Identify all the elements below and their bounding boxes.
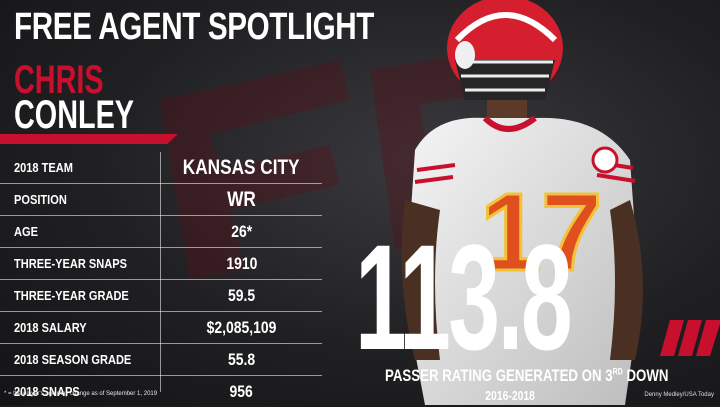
stat-label: AGE (14, 224, 38, 239)
stat-label: THREE-YEAR SNAPS (14, 256, 127, 271)
photo-credit: Denny Medley/USA Today (644, 392, 714, 398)
player-photo-icon: 17 (401, 0, 643, 405)
table-row: 2018 TEAM KANSAS CITY (0, 152, 322, 184)
stat-value: 55.8 (227, 349, 256, 369)
stat-value: 26* (231, 221, 252, 241)
table-row: THREE-YEAR GRADE 59.5 (0, 280, 322, 312)
table-row: 2018 SALARY $2,085,109 (0, 312, 322, 344)
highlight-years: 2016-2018 (485, 388, 535, 403)
table-row: THREE-YEAR SNAPS 1910 (0, 248, 322, 280)
stat-label: 2018 SNAPS (14, 384, 80, 399)
highlight-desc-sup: RD (612, 366, 623, 377)
stat-label: POSITION (14, 192, 67, 207)
table-row: AGE 26* (0, 216, 322, 248)
table-row: 2018 SEASON GRADE 55.8 (0, 344, 322, 376)
spotlight-title: FREE AGENT SPOTLIGHT (14, 6, 374, 48)
age-footnote: * = the player's age may change as of Se… (4, 391, 158, 397)
highlight-description: PASSER RATING GENERATED ON 3RD DOWN (345, 366, 675, 386)
stat-value: 956 (229, 381, 254, 401)
stat-value: $2,085,109 (206, 317, 277, 337)
stat-label: 2018 SEASON GRADE (14, 352, 132, 367)
table-row: POSITION WR (0, 184, 322, 216)
stat-value: WR (227, 187, 256, 211)
svg-text:17: 17 (480, 171, 602, 294)
stripes-decoration-icon (660, 320, 720, 356)
stat-value: 1910 (225, 253, 258, 273)
accent-band (0, 134, 178, 144)
player-last-name: CONLEY (14, 93, 135, 137)
stat-value: KANSAS CITY (183, 155, 300, 179)
table-divider (160, 152, 161, 392)
highlight-value: 113.8 (355, 213, 573, 381)
highlight-desc-end: DOWN (622, 366, 669, 385)
table-row: 2018 SNAPS 956 (0, 376, 322, 407)
stats-table: 2018 TEAM KANSAS CITY POSITION WR AGE 26… (0, 152, 322, 407)
stat-label: 2018 TEAM (14, 160, 73, 175)
stat-label: 2018 SALARY (14, 320, 87, 335)
player-first-name: CHRIS (14, 58, 104, 102)
stat-label: THREE-YEAR GRADE (14, 288, 129, 303)
stat-value: 59.5 (227, 285, 256, 305)
highlight-desc-main: PASSER RATING GENERATED ON 3 (384, 366, 613, 385)
